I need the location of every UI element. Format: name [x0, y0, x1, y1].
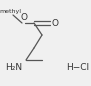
Text: O: O	[52, 18, 59, 28]
Text: H−Cl: H−Cl	[66, 63, 89, 71]
Text: O: O	[20, 12, 27, 22]
Text: methyl: methyl	[0, 9, 21, 15]
Text: H₂N: H₂N	[5, 63, 22, 71]
